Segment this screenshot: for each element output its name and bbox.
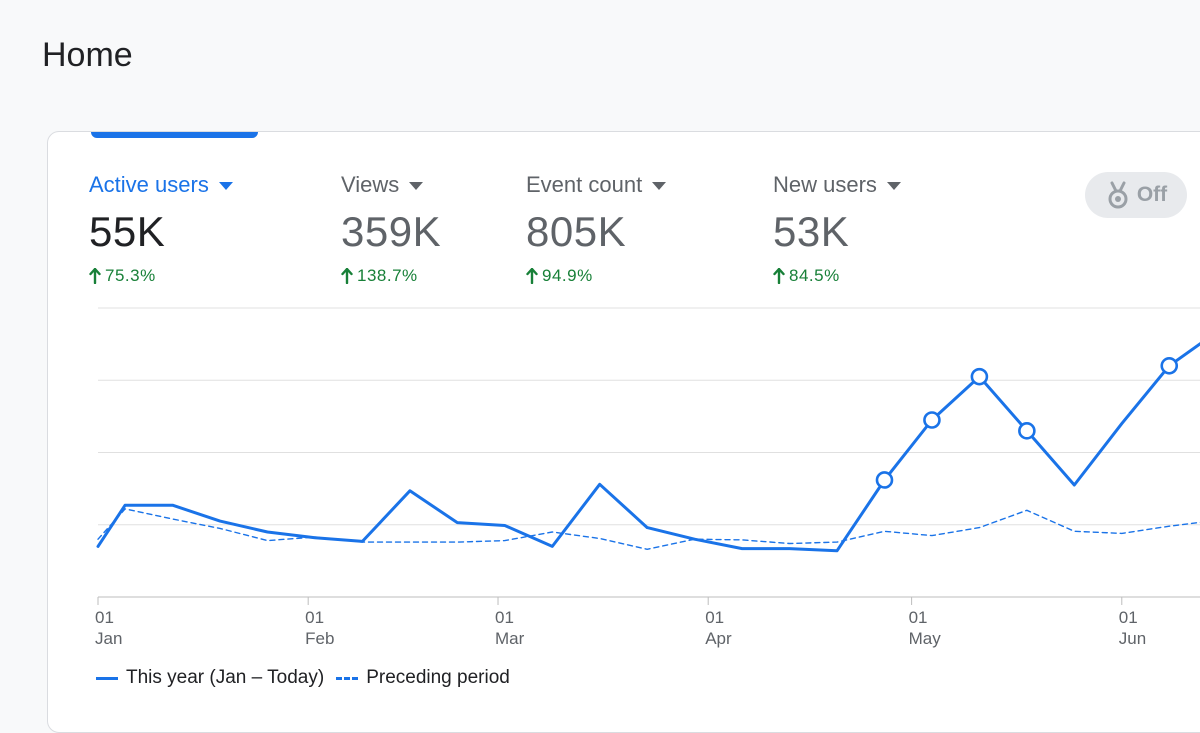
legend-swatch-dashed [336,676,359,680]
metric-label: Active users [89,172,233,198]
metric-value: 55K [89,208,166,255]
metric-change: 84.5% [773,266,901,286]
caret-down-icon[interactable] [218,182,233,190]
metric-label-text: New users [773,172,877,197]
medal-icon [1108,181,1128,209]
x-tick-label-day: 01 [495,608,514,627]
legend-item-current[interactable]: This year (Jan – Today) [96,667,324,689]
metric-value: 53K [773,208,850,255]
legend-label-previous: Preceding period [366,667,510,688]
x-tick-label-day: 01 [705,608,724,627]
arrow-up-icon [773,268,785,284]
metric-change: 75.3% [89,266,233,286]
x-tick-label-month: Feb [305,629,334,648]
metric-label-text: Active users [89,172,209,197]
x-tick-label-day: 01 [1119,608,1138,627]
metric-label: New users [773,172,901,198]
caret-down-icon[interactable] [409,182,424,190]
metric-change-text: 75.3% [105,266,156,285]
metric-change: 138.7% [341,266,441,286]
chart-legend: This year (Jan – Today) Preceding period [96,667,522,689]
legend-item-previous[interactable]: Preceding period [336,667,510,689]
metric-change: 94.9% [526,266,666,286]
metric-value: 359K [341,208,442,255]
x-tick-label-month: Jun [1119,629,1146,648]
metric-active-users[interactable]: Active users 55K 75.3% [89,172,233,286]
x-tick-label-day: 01 [95,608,114,627]
metric-change-text: 138.7% [357,266,418,285]
data-point-marker [970,367,989,386]
metric-change-text: 94.9% [542,266,593,285]
metric-event-count[interactable]: Event count 805K 94.9% [526,172,667,286]
x-tick-label-month: May [909,629,942,648]
arrow-up-icon [89,268,101,284]
metric-label-text: Views [341,172,400,197]
metric-views[interactable]: Views 359K 138.7% [341,172,441,286]
metric-new-users[interactable]: New users 53K 84.5% [773,172,901,286]
active-users-line-chart: 01 Jan 01 Feb 01 Mar 01 Apr 01 May 01 Jun [95,307,1200,648]
series-line-preceding-period [97,508,1200,550]
toggle-label: Off [1136,183,1168,206]
data-point-marker [923,411,941,429]
data-point-marker [875,471,894,489]
arrow-up-icon [526,268,538,284]
x-tick-label-month: Apr [705,629,732,648]
x-tick-label-day: 01 [305,608,324,627]
insights-toggle[interactable]: Off [1085,172,1187,218]
overview-card: Active users 55K 75.3% Views 359K 138.7%… [47,131,1200,733]
series-line-this-year [96,342,1200,553]
metric-change-text: 84.5% [789,266,840,285]
x-tick-label-month: Jan [95,629,122,648]
caret-down-icon[interactable] [652,182,667,190]
legend-label-current: This year (Jan – Today) [126,667,325,688]
metric-value: 805K [526,208,627,255]
legend-swatch-solid [96,676,118,680]
x-tick-label-month: Mar [495,629,525,648]
x-tick-label-day: 01 [909,608,928,627]
active-tab-indicator [91,132,258,138]
page-title: Home [42,36,133,74]
arrow-up-icon [341,268,353,284]
caret-down-icon[interactable] [886,182,901,190]
data-point-marker [1160,357,1179,375]
metric-label: Event count [526,172,667,198]
metric-label-text: Event count [526,172,643,197]
metric-label: Views [341,172,441,198]
data-point-marker [1018,422,1036,440]
